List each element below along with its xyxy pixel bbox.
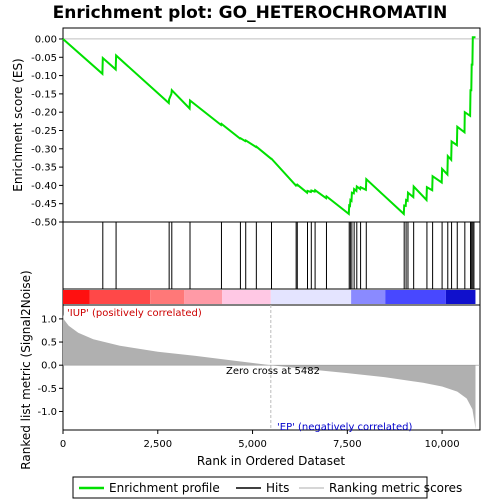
x-tick-label: 0 bbox=[60, 439, 66, 450]
color-bar-segment bbox=[351, 290, 386, 304]
color-bar-segment bbox=[445, 290, 476, 304]
color-bar-segment bbox=[63, 290, 90, 304]
color-bar-segment bbox=[89, 290, 151, 304]
metric-axis-ticks: 1.0 0.5 0.0 -0.5 -1.0 bbox=[37, 314, 63, 418]
x-axis-ticks: 0 2,500 5,000 7,500 10,000 bbox=[60, 430, 460, 450]
es-axis-ticks: 0.00 -0.05 -0.10 -0.15 -0.20 -0.25 -0.30 -0.35 -… bbox=[31, 34, 63, 229]
x-tick-label: 5,000 bbox=[238, 439, 267, 450]
hit-markers bbox=[102, 222, 475, 289]
es-tick-label: -0.25 bbox=[31, 126, 57, 137]
negative-correlation-label: 'EP' (negatively correlated) bbox=[277, 422, 412, 433]
es-tick-label: -0.20 bbox=[31, 108, 57, 119]
color-bar-segment bbox=[150, 290, 185, 304]
es-tick-label: -0.35 bbox=[31, 163, 57, 174]
x-tick-label: 7,500 bbox=[333, 439, 362, 450]
es-tick-label: 0.00 bbox=[35, 34, 57, 45]
color-bar-segment bbox=[184, 290, 223, 304]
legend-metric-label: Ranking metric scores bbox=[329, 481, 462, 495]
metric-tick-label: -0.5 bbox=[37, 384, 57, 395]
zero-cross-label: Zero cross at 5482 bbox=[226, 366, 320, 377]
metric-tick-label: -1.0 bbox=[37, 407, 57, 418]
enrichment-profile-line bbox=[62, 36, 476, 217]
chart-title: Enrichment plot: GO_HETEROCHROMATIN bbox=[53, 3, 448, 23]
es-axis-label: Enrichment score (ES) bbox=[11, 58, 25, 191]
es-tick-label: -0.15 bbox=[31, 89, 57, 100]
color-bar-segment bbox=[270, 290, 352, 304]
es-tick-label: -0.50 bbox=[31, 218, 57, 229]
es-tick-label: -0.45 bbox=[31, 199, 57, 210]
metric-tick-label: 0.5 bbox=[41, 338, 57, 349]
es-tick-label: -0.30 bbox=[31, 144, 57, 155]
metric-axis-label: Ranked list metric (Signal2Noise) bbox=[19, 270, 33, 469]
metric-tick-label: 1.0 bbox=[41, 314, 57, 325]
metric-tick-label: 0.0 bbox=[41, 361, 57, 372]
x-tick-label: 2,500 bbox=[143, 439, 172, 450]
legend-es-label: Enrichment profile bbox=[109, 481, 220, 495]
color-bar-segment bbox=[385, 290, 446, 304]
legend-hits-label: Hits bbox=[266, 481, 289, 495]
ranking-metric-area bbox=[63, 314, 476, 430]
es-tick-label: -0.05 bbox=[31, 53, 57, 64]
color-bar-segment bbox=[222, 290, 271, 304]
es-tick-label: -0.40 bbox=[31, 181, 57, 192]
x-tick-label: 10,000 bbox=[425, 439, 460, 450]
x-axis-label: Rank in Ordered Dataset bbox=[197, 454, 345, 468]
es-tick-label: -0.10 bbox=[31, 71, 57, 82]
rank-color-bar bbox=[63, 290, 476, 304]
es-panel bbox=[62, 27, 481, 223]
positive-correlation-label: 'IUP' (positively correlated) bbox=[67, 308, 202, 319]
